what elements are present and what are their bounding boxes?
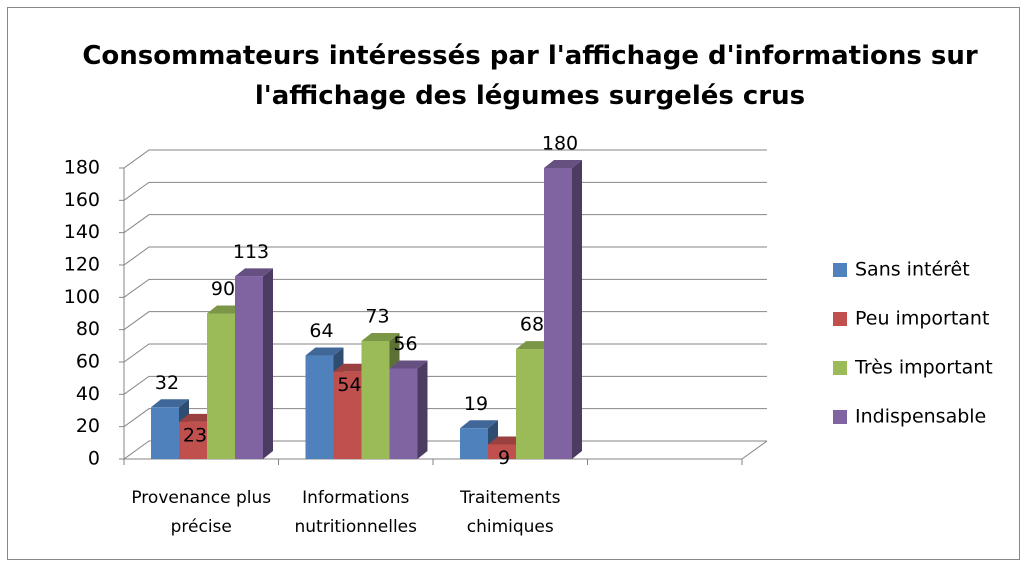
bar-top: [235, 268, 273, 277]
bar-top: [544, 160, 582, 168]
bar: [389, 360, 428, 459]
legend-swatch: [833, 361, 847, 375]
chart-border: [7, 7, 1020, 560]
value-label: 19: [464, 393, 488, 415]
value-label: 23: [183, 424, 207, 446]
value-label: 56: [393, 333, 417, 355]
value-label: 54: [337, 374, 361, 396]
y-tick-label: 20: [76, 415, 100, 437]
legend-label: Indispensable: [855, 406, 986, 428]
bar-front: [235, 276, 263, 459]
value-label: 68: [520, 314, 544, 336]
bar-top: [151, 399, 189, 408]
legend-label: Sans intérêt: [855, 259, 970, 281]
bar-top: [460, 420, 498, 429]
y-tick-label: 40: [76, 383, 100, 405]
legend-label: Peu important: [855, 308, 989, 330]
legend-swatch: [833, 263, 847, 277]
bar-side: [417, 360, 428, 459]
y-tick-label: 0: [88, 448, 100, 470]
bar-top: [389, 360, 428, 369]
y-tick-label: 120: [64, 254, 100, 276]
bar: [460, 420, 498, 459]
chart-title: Consommateurs intéressés par l'affichage…: [82, 41, 978, 111]
bar-front: [516, 349, 544, 459]
value-label: 9: [498, 447, 510, 469]
bar-front: [544, 168, 572, 459]
y-tick-label: 160: [64, 189, 100, 211]
value-label: 73: [365, 305, 389, 327]
bar-side: [263, 268, 273, 459]
value-label: 113: [233, 241, 269, 263]
bar-front: [305, 355, 334, 459]
grid-line: [123, 149, 767, 169]
bar-side: [572, 160, 582, 459]
y-tick-label: 60: [76, 351, 100, 373]
bar-top: [361, 332, 400, 341]
bar-front: [460, 428, 488, 459]
legend-label: Très important: [854, 357, 993, 379]
value-label: 32: [155, 372, 179, 394]
x-tick-label: Provenance plus précise: [131, 488, 272, 537]
bar-front: [333, 371, 362, 459]
legend-swatch: [833, 312, 847, 326]
bar-front: [361, 340, 390, 459]
x-tick-label: Traitements chimiques: [460, 488, 561, 537]
bar-front: [207, 313, 235, 459]
legend-swatch: [833, 410, 847, 424]
value-label: 64: [309, 320, 333, 342]
bar: [235, 268, 273, 459]
y-tick-label: 100: [64, 286, 100, 308]
bar-front: [151, 407, 179, 459]
x-tick-label: Informations nutritionnelles: [294, 488, 418, 537]
bar-front: [488, 444, 516, 459]
y-tick-label: 180: [64, 157, 100, 179]
bar-front: [179, 421, 207, 459]
value-label: 180: [542, 133, 578, 155]
bar-top: [305, 347, 344, 356]
bar-front: [389, 368, 418, 459]
bar: [544, 160, 582, 459]
y-tick-label: 140: [64, 221, 100, 243]
value-label: 90: [211, 278, 235, 300]
y-tick-label: 80: [76, 318, 100, 340]
